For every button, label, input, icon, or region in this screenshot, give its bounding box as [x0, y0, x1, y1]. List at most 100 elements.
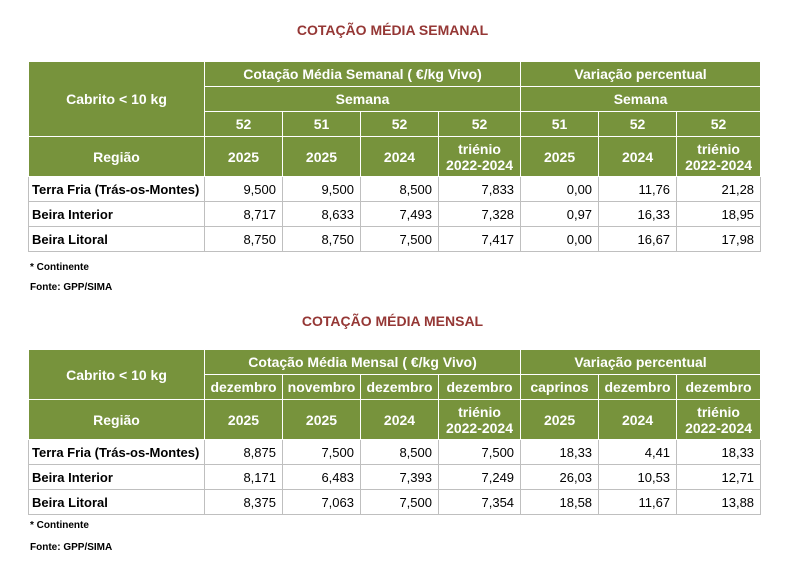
region-label: Região [28, 136, 205, 177]
value-cell: 16,67 [598, 226, 678, 252]
region-name: Beira Litoral [28, 226, 205, 252]
period-header: dezembro [437, 374, 522, 400]
group-header: Variação percentual [520, 61, 762, 87]
region-name: Beira Litoral [28, 489, 205, 515]
value-cell: 16,33 [598, 201, 678, 227]
table-header: Cabrito < 10 kg Cotação Média Semanal ( €… [28, 61, 762, 177]
value-cell: 8,171 [204, 464, 283, 490]
value-cell: 7,493 [360, 201, 439, 227]
region-name: Beira Interior [28, 464, 205, 490]
footnote: Fonte: GPP/SIMA [30, 542, 113, 553]
period-header: novembro [282, 374, 361, 400]
year-header: 2024 [360, 136, 439, 177]
value-cell: 7,500 [282, 439, 361, 465]
value-cell: 7,328 [437, 201, 522, 227]
period-header: dezembro [360, 374, 439, 400]
value-cell: 21,28 [676, 176, 762, 202]
footnote: * Continente [30, 520, 89, 531]
region-label: Região [28, 399, 205, 440]
value-cell: 8,500 [360, 176, 439, 202]
header-row: Semana Semana [29, 86, 762, 112]
year-header: 2025 [520, 136, 600, 177]
value-cell: 8,875 [204, 439, 283, 465]
header-row: Região 2025 2025 2024 triénio 2022-2024 2025 2… [28, 136, 762, 177]
table-header: Cabrito < 10 kg Cotação Média Mensal ( €/… [28, 349, 762, 440]
header-row: 52 51 52 52 51 52 52 [29, 111, 762, 137]
data-row: Beira Litoral 8,750 8,750 7,500 7,417 0,00 16,… [28, 226, 762, 252]
period-header: 52 [437, 111, 522, 137]
year-header: triénio 2022-2024 [437, 136, 522, 177]
header-row: dezembro novembro dezembro dezembro caprinos… [29, 374, 762, 400]
footnote: Fonte: GPP/SIMA [30, 282, 113, 293]
price-table: Cabrito < 10 kg Cotação Média Semanal ( €… [28, 61, 762, 252]
value-cell: 18,33 [676, 439, 762, 465]
period-header: 52 [360, 111, 439, 137]
price-table: Cabrito < 10 kg Cotação Média Mensal ( €/… [28, 349, 762, 515]
header-row: Região 2025 2025 2024 triénio 2022-2024 2025 2… [28, 399, 762, 440]
data-row: Beira Interior 8,171 6,483 7,393 7,249 26,03 1… [28, 464, 762, 490]
header-row: Cabrito < 10 kg Cotação Média Semanal ( €… [28, 61, 762, 137]
value-cell: 4,41 [598, 439, 678, 465]
header-row: Cabrito < 10 kg Cotação Média Mensal ( €/… [28, 349, 762, 400]
value-cell: 26,03 [520, 464, 600, 490]
value-cell: 8,500 [360, 439, 439, 465]
year-header: triénio 2022-2024 [676, 399, 762, 440]
value-cell: 7,500 [437, 439, 522, 465]
period-header: dezembro [676, 374, 762, 400]
year-header: 2024 [598, 399, 678, 440]
footnote: * Continente [30, 262, 89, 273]
region-name: Beira Interior [28, 201, 205, 227]
value-cell: 11,76 [598, 176, 678, 202]
value-cell: 7,500 [360, 489, 439, 515]
value-cell: 13,88 [676, 489, 762, 515]
year-header: 2025 [520, 399, 600, 440]
group-header: Cotação Média Semanal ( €/kg Vivo) [203, 61, 522, 87]
table-body: Terra Fria (Trás-os-Montes) 9,500 9,500 8,5… [28, 176, 762, 252]
value-cell: 8,375 [204, 489, 283, 515]
period-header: dezembro [204, 374, 283, 400]
table-body: Terra Fria (Trás-os-Montes) 8,875 7,500 8,5… [28, 439, 762, 515]
value-cell: 6,483 [282, 464, 361, 490]
value-cell: 9,500 [204, 176, 283, 202]
year-header: 2025 [204, 136, 283, 177]
period-header: dezembro [598, 374, 678, 400]
value-cell: 8,750 [282, 226, 361, 252]
value-cell: 0,00 [520, 176, 600, 202]
period-header: 52 [598, 111, 678, 137]
table-title: COTAÇÃO MÉDIA SEMANAL [296, 22, 489, 38]
region-name: Terra Fria (Trás-os-Montes) [28, 439, 205, 465]
corner-label: Cabrito < 10 kg [28, 349, 205, 400]
value-cell: 7,249 [437, 464, 522, 490]
period-header: 52 [676, 111, 762, 137]
period-header: 51 [282, 111, 361, 137]
year-header: triénio 2022-2024 [676, 136, 762, 177]
value-cell: 18,33 [520, 439, 600, 465]
data-row: Beira Litoral 8,375 7,063 7,500 7,354 18,58 11… [28, 489, 762, 515]
sub-header: Semana [520, 86, 762, 112]
year-header: 2025 [204, 399, 283, 440]
value-cell: 17,98 [676, 226, 762, 252]
sub-header: Semana [203, 86, 522, 112]
value-cell: 8,750 [204, 226, 283, 252]
year-header: 2024 [360, 399, 439, 440]
group-header: Cotação Média Mensal ( €/kg Vivo) [203, 349, 522, 375]
value-cell: 11,67 [598, 489, 678, 515]
corner-label: Cabrito < 10 kg [28, 61, 205, 137]
value-cell: 7,354 [437, 489, 522, 515]
value-cell: 8,633 [282, 201, 361, 227]
table-title: COTAÇÃO MÉDIA MENSAL [301, 313, 484, 329]
region-name: Terra Fria (Trás-os-Montes) [28, 176, 205, 202]
year-header: 2025 [282, 399, 361, 440]
year-header: 2024 [598, 136, 678, 177]
value-cell: 8,717 [204, 201, 283, 227]
value-cell: 7,500 [360, 226, 439, 252]
value-cell: 18,95 [676, 201, 762, 227]
period-header: 52 [204, 111, 283, 137]
value-cell: 12,71 [676, 464, 762, 490]
period-header: 51 [520, 111, 600, 137]
period-header: caprinos [520, 374, 600, 400]
data-row: Terra Fria (Trás-os-Montes) 9,500 9,500 8,5… [28, 176, 762, 202]
value-cell: 9,500 [282, 176, 361, 202]
year-header: 2025 [282, 136, 361, 177]
